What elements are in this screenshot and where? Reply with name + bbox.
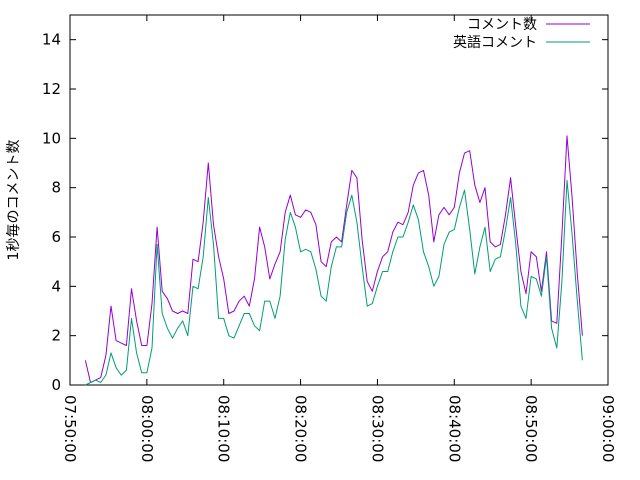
legend-label: 英語コメント — [453, 34, 537, 51]
y-tick-label: 2 — [51, 327, 61, 345]
y-axis-title: 1秒毎のコメント数 — [6, 140, 22, 261]
y-tick-label: 6 — [51, 228, 61, 246]
plot-border — [69, 14, 609, 386]
plot-frame — [69, 14, 609, 386]
x-tick-label: 08:30:00 — [368, 395, 386, 462]
y-tick-label: 0 — [51, 376, 61, 394]
series-line-1 — [84, 135, 583, 383]
x-tick-label: 07:50:00 — [61, 395, 79, 462]
x-tick-label: 08:00:00 — [138, 395, 156, 462]
series-layer — [84, 135, 583, 386]
y-tick-label: 8 — [51, 179, 61, 197]
legend-label: コメント数 — [467, 17, 537, 33]
x-tick-label: 09:00:00 — [599, 395, 617, 462]
y-tick-label: 4 — [51, 277, 61, 295]
y-tick-label: 14 — [42, 31, 61, 49]
x-tick-label: 08:40:00 — [445, 395, 463, 462]
ticks: 0 2 4 6 8 10 12 14 07:50:00 08:00:00 08:10:00 08:20… — [42, 15, 617, 462]
x-tick-label: 08:10:00 — [215, 395, 233, 462]
series-line-2 — [85, 179, 583, 386]
y-tick-label: 10 — [42, 129, 61, 147]
y-tick-label: 12 — [42, 80, 61, 98]
x-tick-label: 08:20:00 — [292, 395, 310, 462]
x-tick-label: 08:50:00 — [522, 395, 540, 462]
